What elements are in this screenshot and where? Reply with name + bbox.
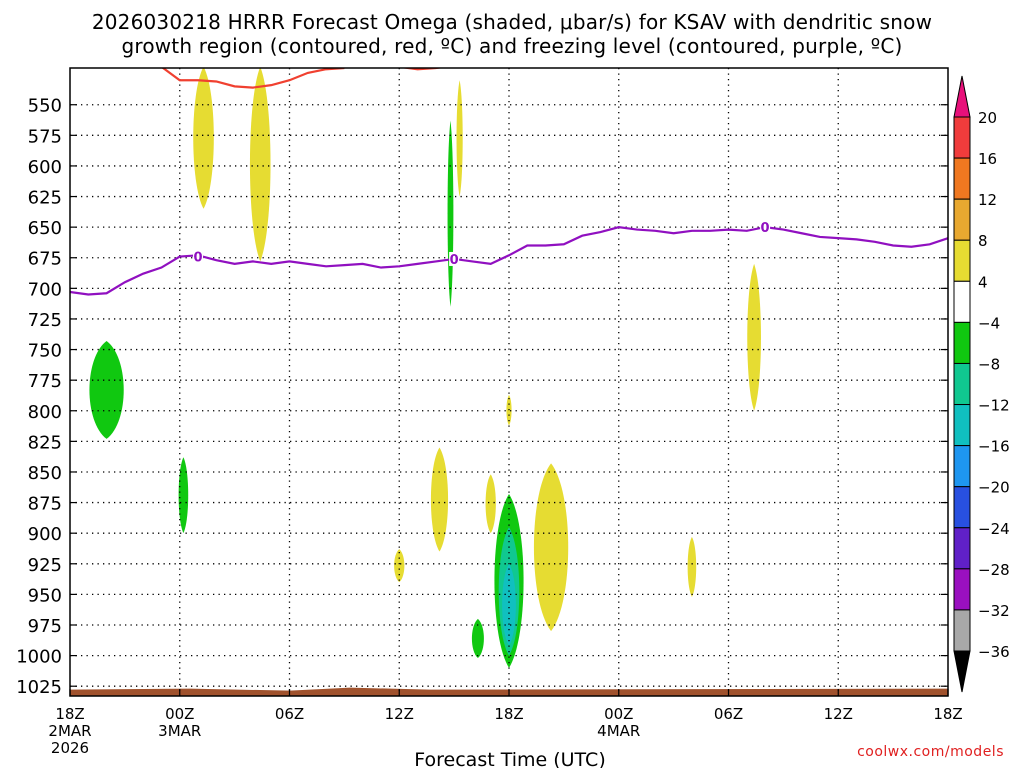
colorbar-label-1: 16 [978, 150, 997, 168]
freezing-label-bg-2 [760, 220, 771, 235]
colorbar-label-6: −8 [978, 355, 1000, 373]
omega-region-1 [249, 68, 271, 262]
y-tick-label-625: 625 [28, 188, 62, 209]
colorbar-label-2: 12 [978, 191, 997, 209]
y-tick-label-575: 575 [28, 126, 62, 147]
omega-region-5 [430, 447, 449, 552]
chart-title-line-1: 2026030218 HRRR Forecast Omega (shaded, … [91, 10, 933, 34]
freezing-label-bg-1 [449, 251, 460, 266]
omega-region-13 [471, 618, 484, 659]
colorbar-label-10: −24 [978, 520, 1010, 538]
colorbar-box-12 [953, 609, 971, 652]
colorbar-box-5 [953, 321, 971, 364]
y-tick-label-725: 725 [28, 310, 62, 331]
x-tick-sublabel-0-1: 2026 [51, 739, 89, 757]
y-tick-label-1025: 1025 [16, 677, 62, 698]
colorbar-box-2 [953, 198, 971, 241]
y-tick-label-825: 825 [28, 432, 62, 453]
freezing-label-bg-0 [193, 249, 204, 264]
colorbar-label-4: 4 [978, 273, 988, 291]
colorbar-label-5: −4 [978, 314, 1000, 332]
y-tick-label-700: 700 [28, 279, 62, 300]
y-tick-label-750: 750 [28, 341, 62, 362]
colorbar-box-10 [953, 527, 971, 570]
omega-region-9 [687, 536, 697, 597]
colorbar: 20 16 12 8 4 −4 −8 −12 −16 −20 −24 −28 −32 −36 [953, 75, 1010, 693]
y-tick-label-975: 975 [28, 616, 62, 637]
y-tick-label-775: 775 [28, 371, 62, 392]
colorbar-box-3 [953, 239, 971, 282]
x-tick-label-12: 06Z [275, 705, 304, 723]
x-tick-label-48: 18Z [933, 705, 962, 723]
y-tick-label-900: 900 [28, 524, 62, 545]
colorbar-box-7 [953, 404, 971, 447]
colorbar-box-8 [953, 445, 971, 488]
colorbar-box-11 [953, 568, 971, 611]
colorbar-label-8: −16 [978, 438, 1010, 456]
site-credit: coolwx.com/models [857, 744, 1004, 760]
x-tick-label-18: 12Z [385, 705, 414, 723]
x-tick-label-0: 18Z [55, 705, 84, 723]
x-tick-label-42: 12Z [824, 705, 853, 723]
colorbar-box-6 [953, 362, 971, 406]
omega-region-6 [485, 474, 496, 534]
plot-area: 0 0 0 550 575 600 625 650 675 700 725 750 775 800 825 8… [16, 67, 963, 768]
y-tick-label-850: 850 [28, 463, 62, 484]
colorbar-label-3: 8 [978, 232, 988, 250]
y-tick-label-675: 675 [28, 249, 62, 270]
x-tick-label-36: 06Z [714, 705, 743, 723]
colorbar-label-7: −12 [978, 397, 1010, 415]
colorbar-top-arrow [953, 75, 971, 118]
colorbar-box-9 [953, 486, 971, 529]
freezing-level-label-2: 0 [761, 221, 770, 236]
y-tick-label-875: 875 [28, 494, 62, 515]
omega-region-0 [193, 68, 214, 209]
x-tick-sublabel-6-0: 3MAR [158, 722, 201, 740]
freezing-level-label-0: 0 [194, 251, 203, 266]
colorbar-label-12: −32 [978, 602, 1010, 620]
y-tick-label-1000: 1000 [16, 647, 62, 668]
y-tick-label-925: 925 [28, 555, 62, 576]
omega-region-10 [447, 120, 454, 307]
y-tick-label-800: 800 [28, 402, 62, 423]
omega-region-3 [747, 263, 761, 411]
x-tick-label-30: 00Z [604, 705, 633, 723]
colorbar-box-1 [953, 157, 971, 200]
omega-region-7 [533, 463, 569, 632]
y-tick-label-650: 650 [28, 218, 62, 239]
x-tick-sublabel-0-0: 2MAR [48, 722, 91, 740]
x-tick-sublabel-30-0: 4MAR [597, 722, 640, 740]
colorbar-label-11: −28 [978, 561, 1010, 579]
colorbar-label-9: −20 [978, 479, 1010, 497]
x-axis-label: Forecast Time (UTC) [414, 749, 605, 768]
colorbar-box-0 [953, 116, 971, 159]
x-tick-label-24: 18Z [494, 705, 523, 723]
y-tick-label-950: 950 [28, 585, 62, 606]
x-tick-label-6: 00Z [165, 705, 194, 723]
colorbar-bottom-arrow [953, 650, 971, 693]
omega-region-12 [178, 457, 189, 534]
omega-region-11 [89, 340, 124, 439]
omega-region-2 [456, 80, 463, 197]
y-tick-label-600: 600 [28, 157, 62, 178]
y-tick-label-550: 550 [28, 96, 62, 117]
colorbar-label-13: −36 [978, 643, 1010, 661]
freezing-level-line [70, 226, 948, 296]
colorbar-box-4 [953, 280, 971, 323]
colorbar-label-0: 20 [978, 109, 997, 127]
dgz-contour-0 [161, 68, 345, 89]
chart-title-line-2: growth region (contoured, red, ºC) and f… [121, 34, 903, 58]
plot-inner: 0 0 0 [70, 68, 948, 696]
freezing-level-label-1: 0 [450, 253, 459, 268]
omega-region-8 [394, 549, 405, 583]
